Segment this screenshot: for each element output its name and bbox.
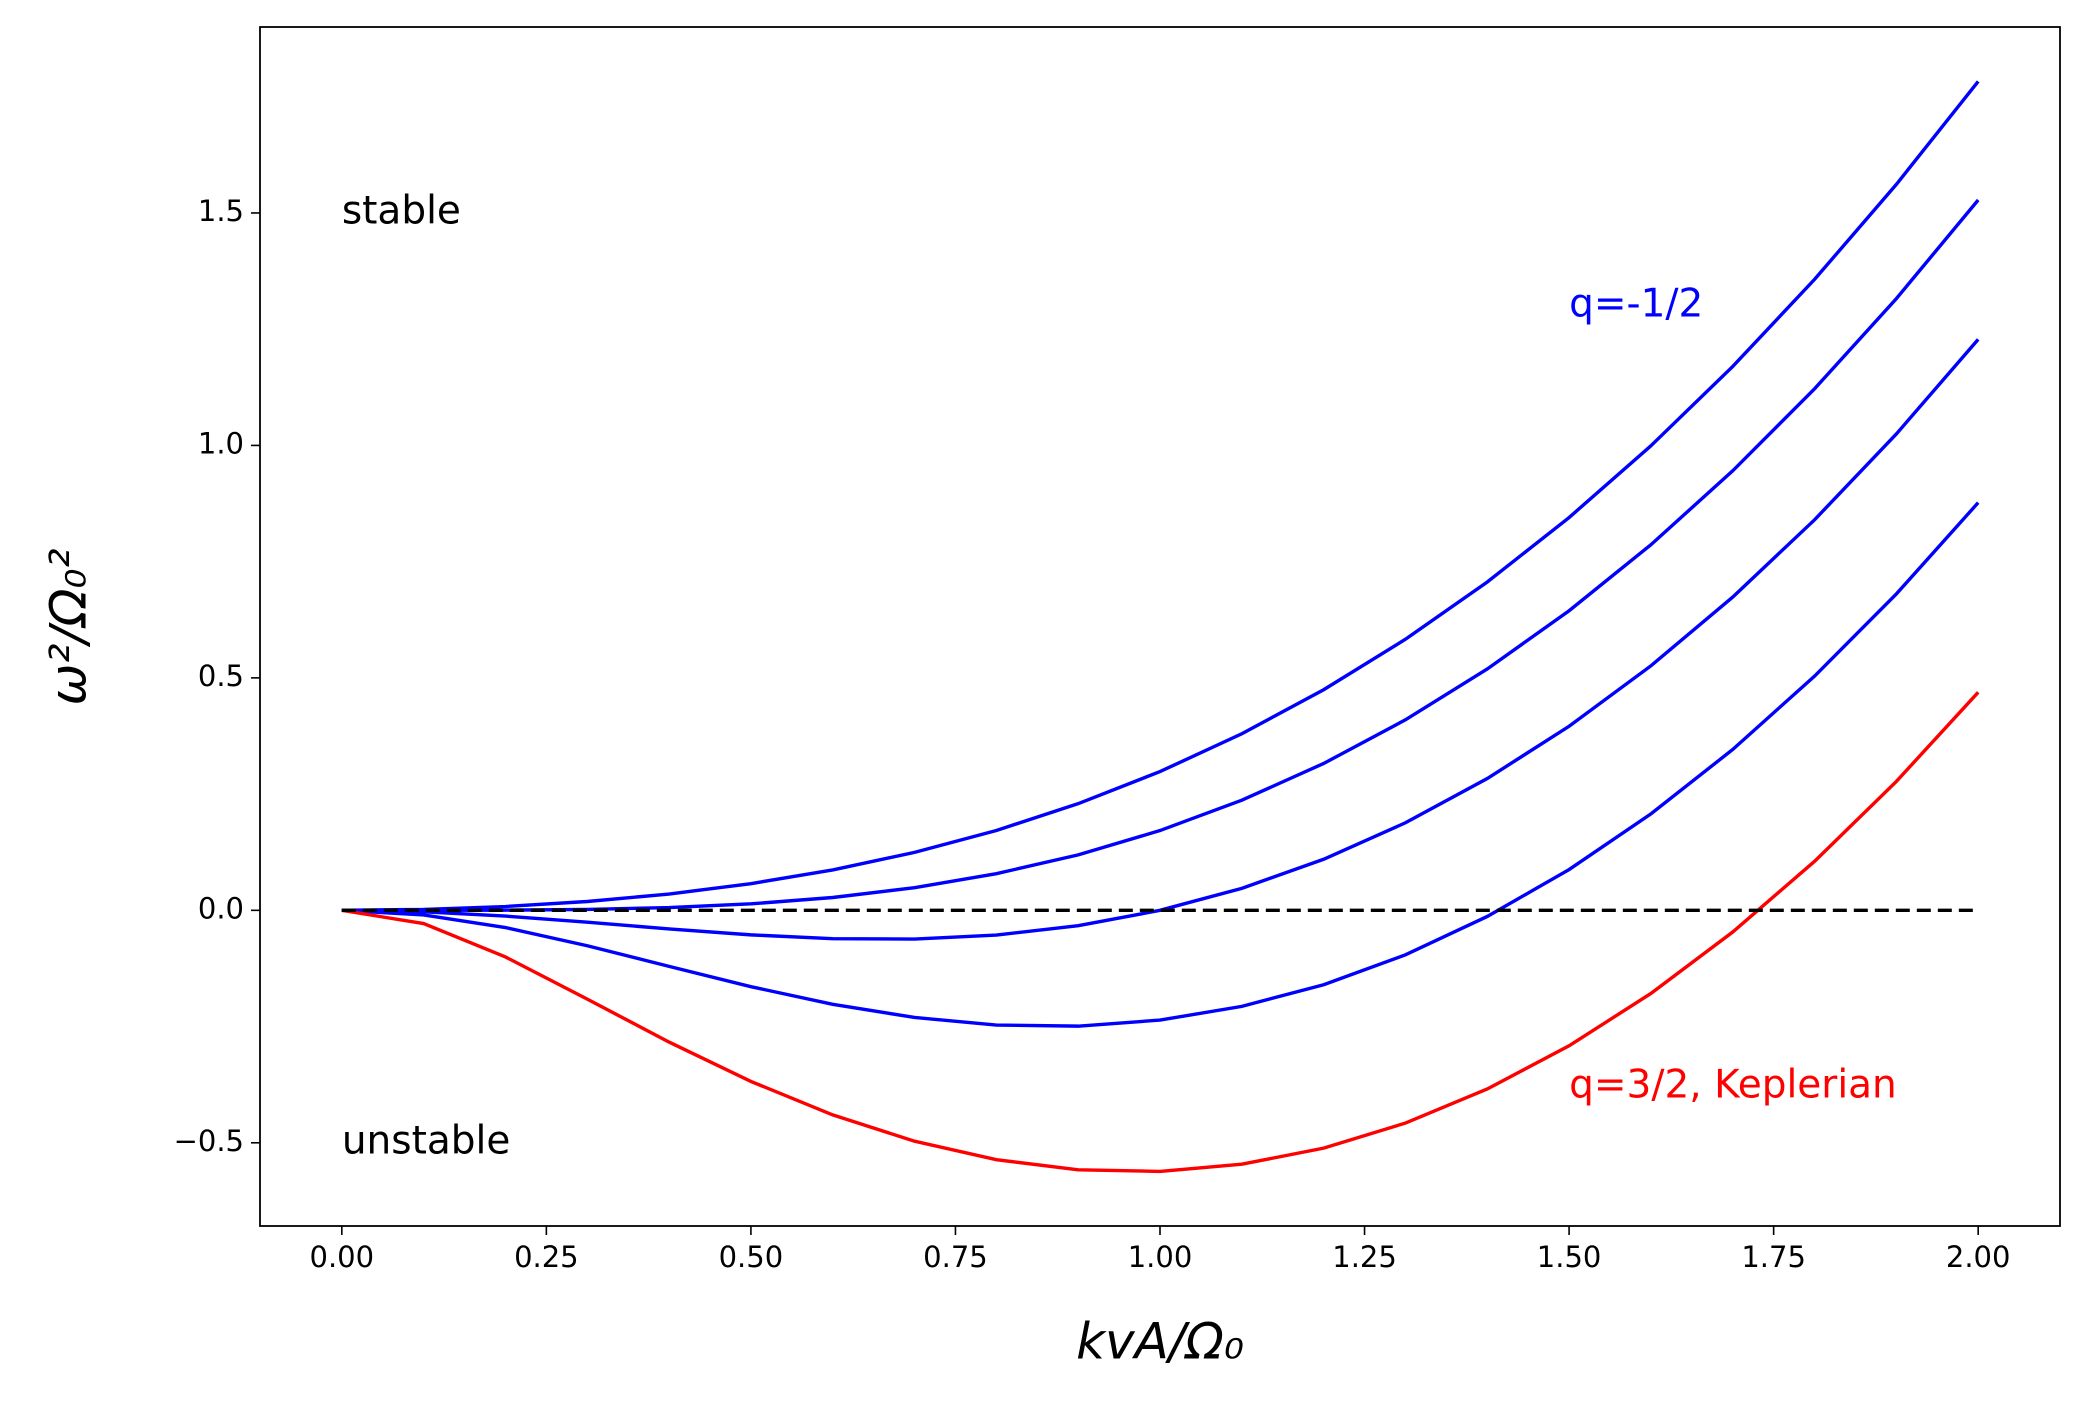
x-tick-label: 0.50 <box>719 1240 784 1274</box>
line <box>341 691 1980 1174</box>
x-tick-label: 0.75 <box>923 1240 988 1274</box>
y-tick-label: 1.0 <box>198 426 244 460</box>
x-axis-label: kvA/Ω₀ <box>1076 1313 1244 1371</box>
annotation: q=3/2, Keplerian <box>1569 1062 1897 1107</box>
y-tick-label: 0.0 <box>198 891 244 925</box>
y-tick-label: 0.5 <box>198 659 244 693</box>
annotation: stable <box>342 188 461 233</box>
x-tick-label: 1.00 <box>1128 1240 1193 1274</box>
y-tick-label: −0.5 <box>174 1124 244 1158</box>
line <box>341 198 1980 913</box>
annotation: unstable <box>342 1118 511 1163</box>
y-axis-label: ω²/Ω₀² <box>40 548 98 705</box>
line <box>341 338 1980 941</box>
x-tick-label: 1.50 <box>1537 1240 1602 1274</box>
plot-frame <box>259 26 2061 1227</box>
x-tick-label: 0.25 <box>514 1240 579 1274</box>
x-tick-label: 0.00 <box>310 1240 375 1274</box>
line <box>341 501 1980 1028</box>
y-tick-label: 1.5 <box>198 194 244 228</box>
x-tick-label: 1.75 <box>1741 1240 1806 1274</box>
line <box>341 80 1980 913</box>
x-tick-label: 1.25 <box>1332 1240 1397 1274</box>
annotation: q=-1/2 <box>1569 281 1703 326</box>
x-tick-label: 2.00 <box>1946 1240 2011 1274</box>
